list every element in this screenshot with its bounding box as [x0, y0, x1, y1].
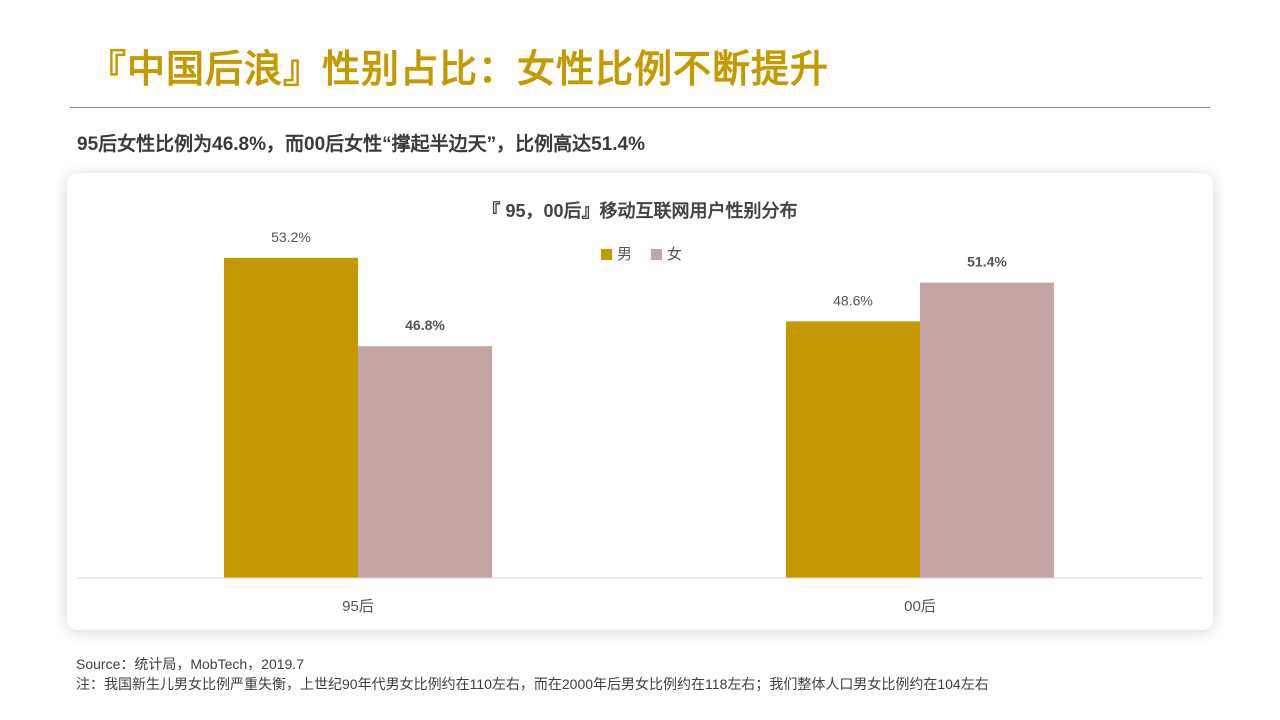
- x-tick-label-0: 95后: [342, 598, 374, 615]
- data-label-0-0: 53.2%: [271, 229, 311, 245]
- bar-0-0: [224, 257, 358, 578]
- data-label-1-1: 51.4%: [967, 254, 1007, 270]
- legend-label-1: 女: [667, 245, 682, 263]
- bar-0-1: [358, 346, 492, 578]
- footer-note: 注：我国新生儿男女比例严重失衡，上世纪90年代男女比例约在110左右，而在200…: [76, 676, 989, 692]
- bar-1-0: [786, 321, 920, 578]
- x-tick-label-1: 00后: [904, 598, 936, 615]
- legend-label-0: 男: [617, 246, 632, 263]
- chart-legend: 男女: [601, 245, 682, 263]
- legend-swatch-0: [601, 249, 612, 260]
- page-subtitle: 95后女性比例为46.8%，而00后女性“撑起半边天”，比例高达51.4%: [77, 134, 646, 155]
- footer-source: Source：统计局，MobTech，2019.7: [76, 656, 304, 672]
- data-label-1-0: 48.6%: [833, 292, 873, 308]
- title-divider: [70, 107, 1210, 108]
- chart-card: 『 95，00后』移动互联网用户性别分布 男女 53.2% 46.8% 48.6% 5…: [67, 173, 1213, 630]
- chart-title: 『 95，00后』移动互联网用户性别分布: [482, 200, 797, 221]
- data-label-0-1: 46.8%: [405, 317, 445, 333]
- x-axis-ticks: 95后 00后: [342, 598, 936, 615]
- legend-swatch-1: [651, 249, 662, 260]
- chart-bars: 53.2% 46.8% 48.6% 51.4%: [224, 229, 1054, 578]
- bar-1-1: [920, 282, 1054, 578]
- bar-chart: 『 95，00后』移动互联网用户性别分布 男女 53.2%46.8%48.6%5…: [77, 200, 1202, 615]
- page-title: 『中国后浪』性别占比：女性比例不断提升: [88, 49, 830, 91]
